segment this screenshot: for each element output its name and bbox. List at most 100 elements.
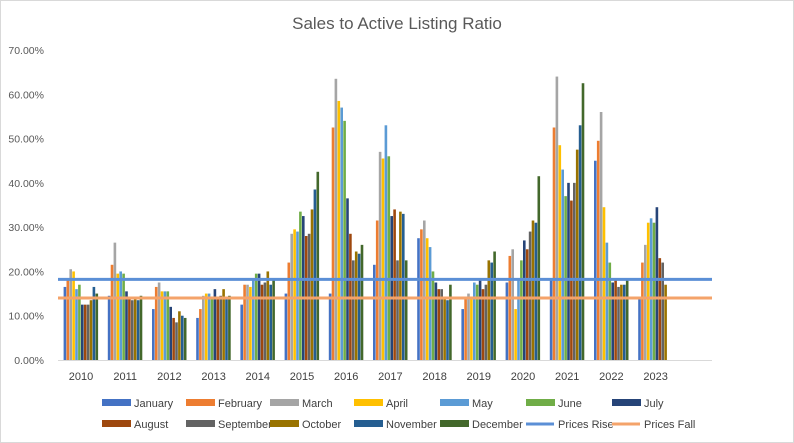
bar-october-2017 [399, 211, 402, 360]
bar-november-2016 [357, 253, 361, 360]
bar-october-2014 [266, 271, 270, 360]
bar-august-2017 [393, 209, 396, 360]
bar-march-2021 [555, 76, 559, 360]
chart-title: Sales to Active Listing Ratio [292, 14, 502, 33]
legend-swatch-november [354, 420, 383, 427]
legend-label: August [134, 419, 168, 431]
bar-february-2011 [110, 264, 114, 360]
legend: January February March April May June July Augu… [102, 398, 695, 431]
bar-february-2016 [331, 127, 335, 360]
bars [63, 76, 667, 361]
y-tick-label: 30.00% [8, 222, 44, 234]
legend-swatch-july [612, 399, 641, 406]
bar-april-2012 [160, 291, 164, 360]
bar-february-2017 [375, 220, 379, 360]
x-tick-label: 2010 [69, 371, 93, 383]
bar-march-2011 [113, 242, 117, 360]
x-tick-label: 2012 [157, 371, 181, 383]
bar-january-2015 [284, 293, 288, 360]
reference-lines [58, 277, 712, 300]
legend-label: July [644, 398, 664, 410]
bar-december-2021 [581, 83, 585, 361]
bar-june-2016 [343, 120, 346, 360]
legend-label: October [302, 419, 341, 431]
bar-october-2023 [664, 284, 667, 360]
bar-july-2012 [169, 306, 172, 360]
bar-august-2010 [83, 304, 87, 360]
x-tick-label: 2013 [201, 371, 225, 383]
bar-may-2020 [517, 280, 520, 360]
bar-june-2010 [78, 284, 81, 360]
bar-july-2020 [523, 240, 526, 360]
bar-may-2013 [207, 293, 211, 360]
bar-october-2021 [575, 149, 579, 360]
bar-september-2012 [175, 322, 178, 360]
legend-swatch-september [186, 420, 215, 427]
bar-january-2014 [240, 304, 243, 360]
bar-march-2023 [644, 244, 647, 360]
legend-label: November [386, 419, 437, 431]
y-tick-label: 20.00% [8, 266, 44, 278]
legend-label: Prices Rise [558, 419, 614, 431]
bar-october-2018 [443, 298, 446, 360]
bar-april-2022 [602, 207, 606, 360]
bar-august-2014 [260, 284, 264, 360]
bar-october-2015 [310, 209, 314, 360]
bar-october-2010 [89, 300, 93, 360]
x-tick-label: 2018 [422, 371, 446, 383]
bar-december-2014 [272, 278, 275, 360]
bar-january-2019 [461, 309, 464, 360]
bar-november-2012 [181, 315, 184, 360]
bar-january-2023 [638, 298, 641, 360]
bar-february-2015 [287, 262, 291, 360]
legend-swatch-april [354, 399, 383, 406]
x-tick-label: 2022 [599, 371, 623, 383]
bar-july-2018 [434, 282, 438, 360]
bar-may-2022 [605, 242, 609, 360]
bar-april-2016 [337, 100, 341, 361]
bar-november-2018 [446, 300, 449, 360]
bar-may-2010 [75, 289, 78, 360]
bar-november-2022 [623, 284, 626, 360]
bar-april-2013 [204, 293, 208, 360]
bar-february-2018 [420, 229, 423, 360]
x-tick-label: 2021 [555, 371, 579, 383]
bar-november-2011 [136, 300, 140, 360]
bar-march-2016 [334, 78, 338, 360]
bar-may-2014 [252, 280, 255, 360]
legend-label: September [218, 419, 272, 431]
bar-november-2013 [225, 298, 228, 360]
y-tick-label: 0.00% [14, 355, 44, 367]
bar-february-2021 [552, 127, 556, 360]
bar-january-2022 [594, 160, 597, 360]
bar-may-2023 [649, 218, 653, 360]
bar-january-2011 [107, 295, 111, 360]
bar-july-2019 [478, 280, 482, 360]
bar-february-2013 [199, 309, 202, 360]
legend-label: May [472, 398, 493, 410]
bar-february-2023 [641, 262, 644, 360]
bar-september-2023 [661, 262, 664, 360]
bar-may-2012 [163, 291, 167, 360]
y-tick-label: 10.00% [8, 311, 44, 323]
bar-december-2016 [360, 244, 364, 360]
bar-february-2012 [154, 286, 158, 360]
legend-swatch-august [102, 420, 131, 427]
bar-december-2017 [404, 260, 408, 360]
x-tick-label: 2011 [113, 371, 137, 383]
bar-may-2016 [340, 107, 343, 360]
x-tick-label: 2014 [246, 371, 270, 383]
bar-january-2016 [328, 293, 332, 360]
bar-march-2022 [599, 112, 603, 360]
bar-june-2015 [299, 211, 302, 360]
bar-december-2011 [139, 295, 143, 360]
bar-december-2019 [493, 251, 496, 360]
bar-april-2021 [558, 145, 562, 360]
x-tick-label: 2016 [334, 371, 358, 383]
y-tick-label: 60.00% [8, 89, 44, 101]
bar-april-2010 [72, 271, 75, 360]
bar-august-2012 [172, 317, 175, 360]
bar-september-2022 [617, 286, 620, 360]
legend-label: June [558, 398, 582, 410]
bar-december-2022 [625, 280, 629, 360]
